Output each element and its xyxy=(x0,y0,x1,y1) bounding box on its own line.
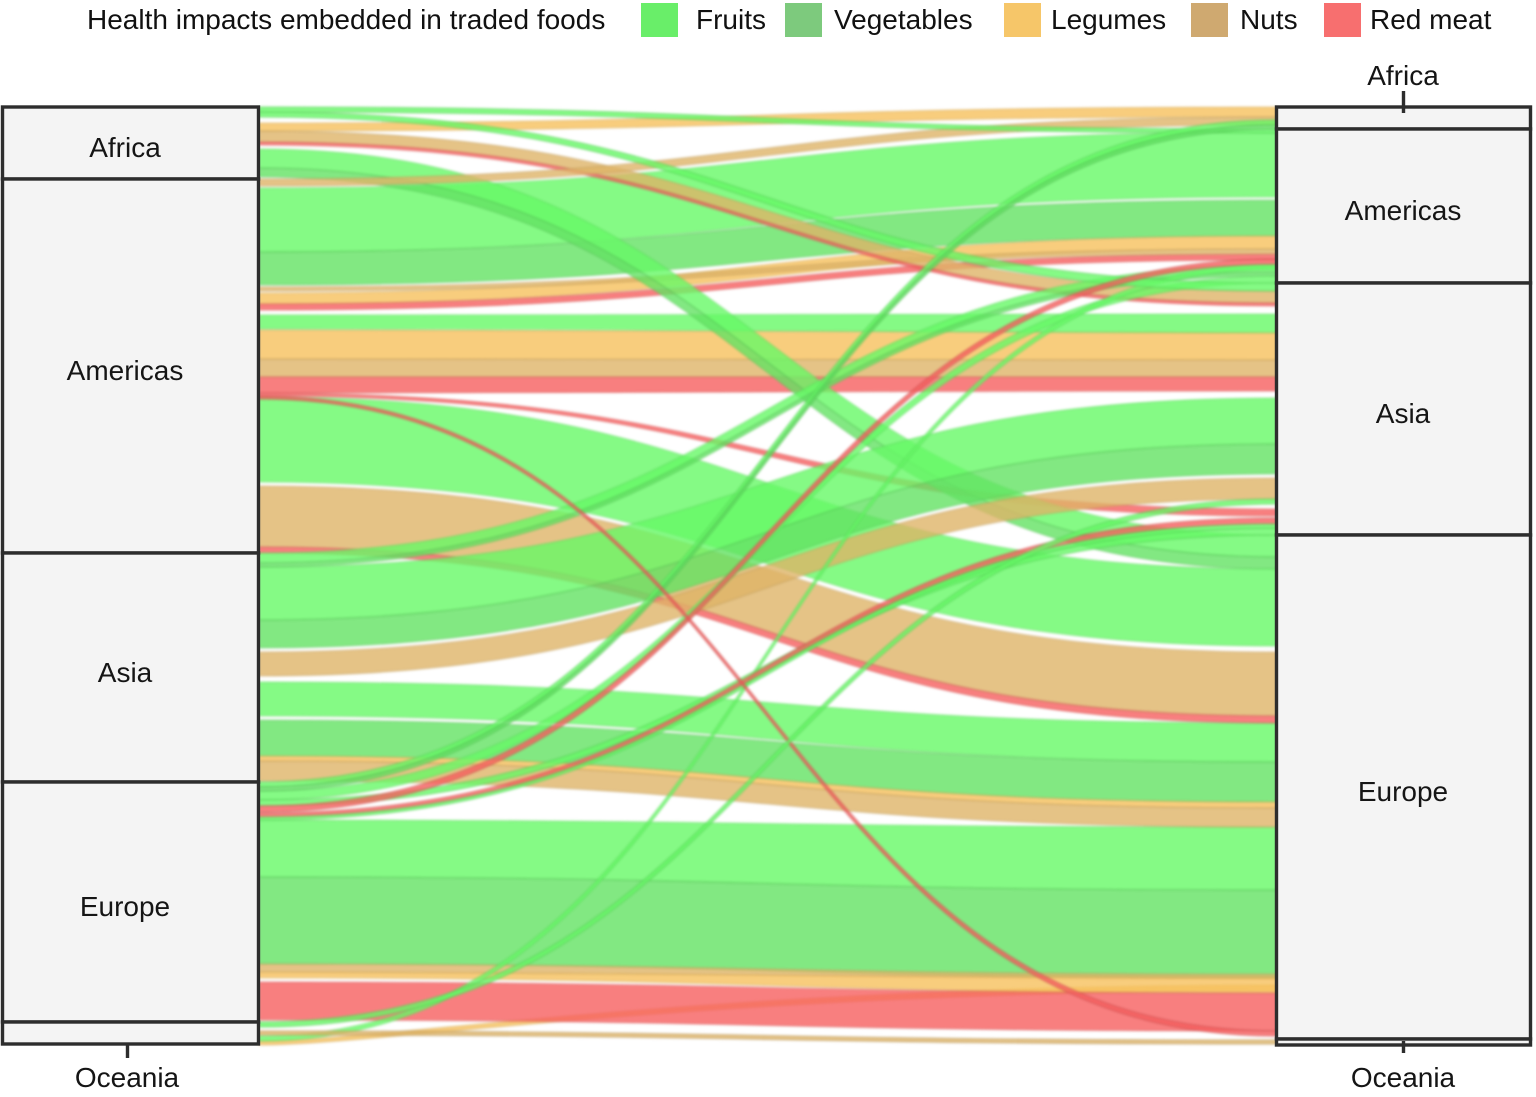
svg-text:Asia: Asia xyxy=(1376,398,1431,429)
svg-text:Nuts: Nuts xyxy=(1240,4,1298,35)
svg-text:Africa: Africa xyxy=(1367,60,1439,91)
svg-text:Oceania: Oceania xyxy=(1351,1062,1456,1092)
svg-text:Oceania: Oceania xyxy=(75,1062,180,1092)
svg-text:Health impacts embedded in tra: Health impacts embedded in traded foods xyxy=(87,4,605,35)
svg-text:Fruits: Fruits xyxy=(696,4,766,35)
svg-text:Asia: Asia xyxy=(98,657,153,688)
svg-text:Legumes: Legumes xyxy=(1051,4,1166,35)
svg-text:Americas: Americas xyxy=(1345,195,1462,226)
svg-text:Europe: Europe xyxy=(1358,776,1448,807)
svg-text:Europe: Europe xyxy=(80,891,170,922)
svg-text:Africa: Africa xyxy=(89,132,161,163)
svg-text:Americas: Americas xyxy=(67,355,184,386)
svg-text:Vegetables: Vegetables xyxy=(834,4,973,35)
svg-text:Red meat: Red meat xyxy=(1370,4,1492,35)
